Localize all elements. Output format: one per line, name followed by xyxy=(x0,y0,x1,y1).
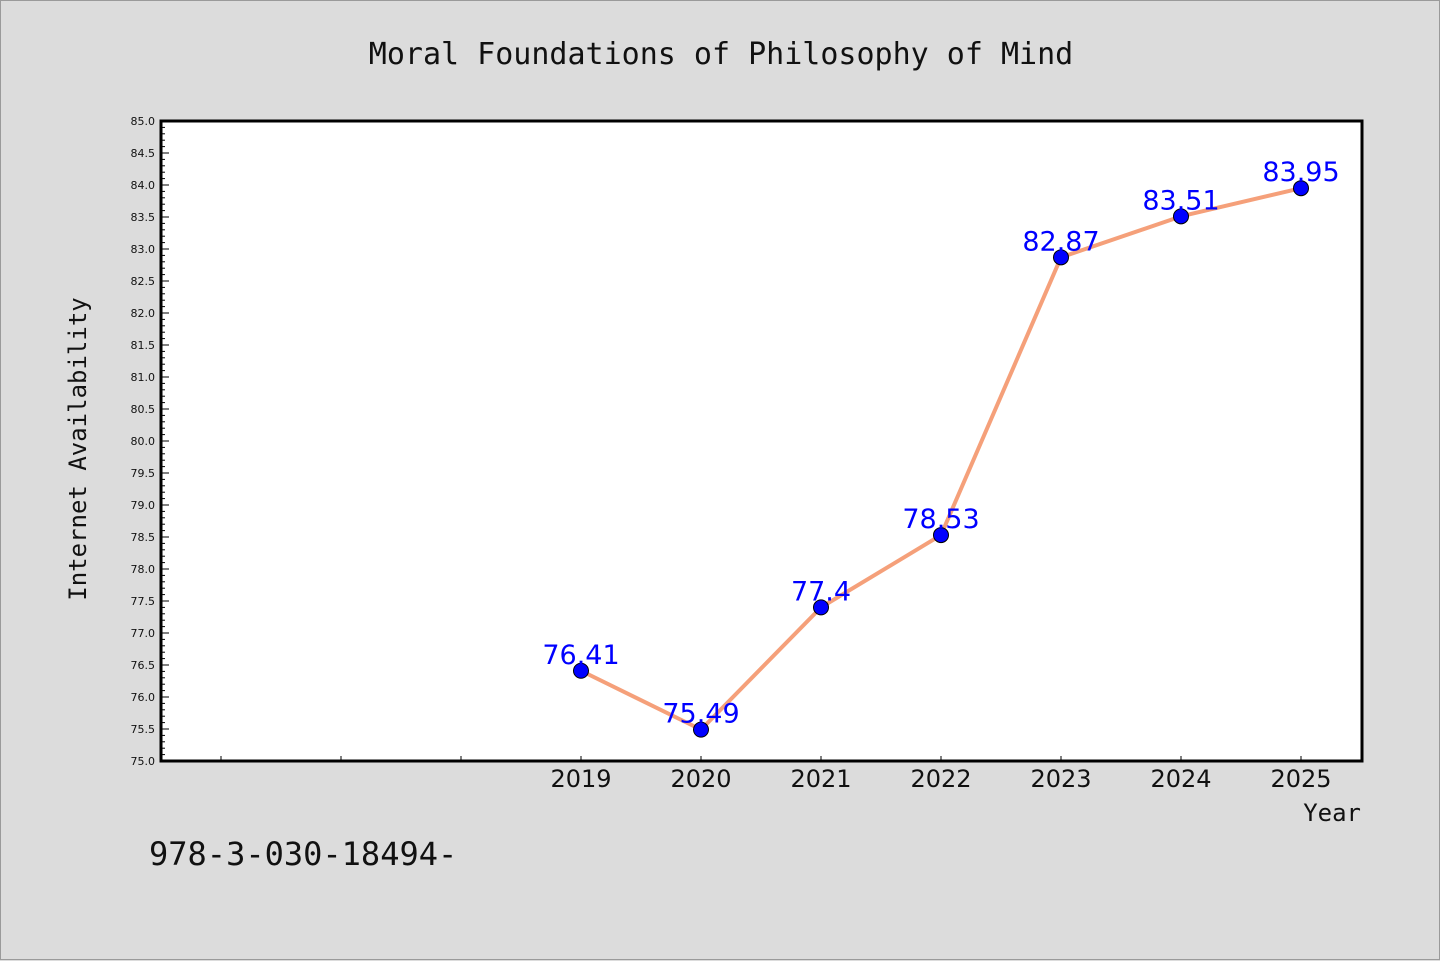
y-tick-label: 84.5 xyxy=(131,147,156,160)
x-axis: 2019 2020 2021 2022 2023 2024 2025 xyxy=(220,756,1332,793)
y-tick-label: 79.0 xyxy=(131,499,156,512)
plot-border xyxy=(159,119,1364,763)
x-tick-label: 2021 xyxy=(790,765,851,793)
y-tick-label: 75.0 xyxy=(131,755,156,768)
y-tick-label: 78.5 xyxy=(131,531,156,544)
data-label: 82.87 xyxy=(1022,226,1099,257)
y-tick-label: 79.5 xyxy=(131,467,156,480)
y-tick-label: 76.5 xyxy=(131,659,156,672)
y-tick-label: 80.5 xyxy=(131,403,156,416)
footer-text: 978-3-030-18494- xyxy=(149,835,457,873)
y-tick-label: 83.0 xyxy=(131,243,156,256)
y-tick-label: 77.0 xyxy=(131,627,156,640)
x-tick-label: 2025 xyxy=(1270,765,1331,793)
y-axis: 75.0 75.5 76.0 76.5 77.0 77.5 78.0 78.5 79.0 79.5… xyxy=(131,115,169,768)
y-tick-label: 81.0 xyxy=(131,371,156,384)
data-label: 76.41 xyxy=(542,640,619,671)
data-point xyxy=(1293,180,1309,197)
y-tick-label: 82.0 xyxy=(131,307,156,320)
data-point xyxy=(1053,249,1069,266)
y-tick-label: 83.5 xyxy=(131,211,156,224)
y-tick-label: 85.0 xyxy=(131,115,156,128)
data-point xyxy=(1173,208,1189,225)
x-tick-label: 2019 xyxy=(550,765,611,793)
data-label: 83.51 xyxy=(1142,185,1219,216)
y-tick-label: 78.0 xyxy=(131,563,156,576)
series: 76.41 75.49 77.4 78.53 82.87 83.51 83.95 xyxy=(542,157,1340,738)
data-label: 75.49 xyxy=(662,699,739,730)
y-tick-label: 82.5 xyxy=(131,275,156,288)
y-tick-label: 75.5 xyxy=(131,723,156,736)
chart-title: Moral Foundations of Philosophy of Mind xyxy=(369,37,1073,72)
x-tick-label: 2024 xyxy=(1150,765,1211,793)
plot-area xyxy=(161,121,1362,761)
y-tick-label: 77.5 xyxy=(131,595,156,608)
data-point xyxy=(933,527,949,544)
data-label: 83.95 xyxy=(1262,157,1339,188)
y-tick-label: 81.5 xyxy=(131,339,156,352)
data-label: 77.4 xyxy=(791,576,851,607)
x-tick-label: 2020 xyxy=(670,765,731,793)
y-tick-label: 76.0 xyxy=(131,691,156,704)
y-tick-label: 80.0 xyxy=(131,435,156,448)
x-tick-label: 2023 xyxy=(1030,765,1091,793)
y-axis-label: Internet Availability xyxy=(64,297,92,600)
data-point xyxy=(813,599,829,616)
y-tick-label: 84.0 xyxy=(131,179,156,192)
data-label: 78.53 xyxy=(902,504,979,535)
data-point xyxy=(693,721,709,738)
data-point xyxy=(573,662,589,679)
x-axis-label: Year xyxy=(1303,799,1361,827)
x-tick-label: 2022 xyxy=(910,765,971,793)
